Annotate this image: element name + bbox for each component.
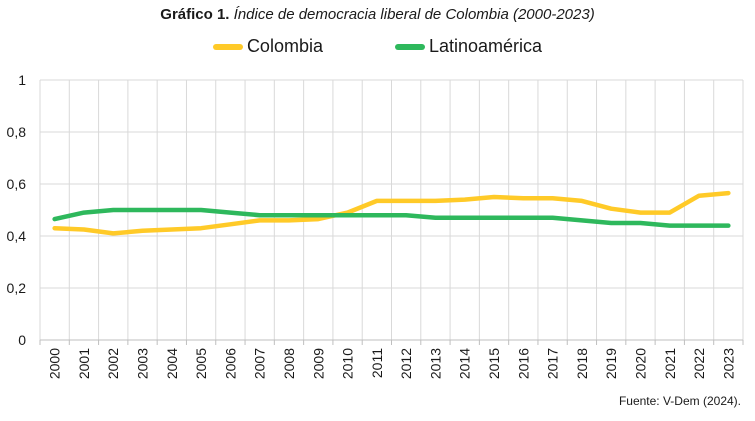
series-line-latinoamerica (52, 207, 731, 228)
x-tick-label: 2008 (281, 348, 297, 379)
x-tick-label: 2004 (164, 348, 180, 379)
series-line-colombia (52, 190, 731, 236)
legend-label-colombia: Colombia (246, 36, 323, 56)
legend-swatch-colombia (212, 43, 243, 50)
x-tick-label: 2000 (47, 348, 63, 379)
x-tick-label: 2023 (720, 348, 736, 379)
chart-title: Gráfico 1. Índice de democracia liberal … (0, 6, 755, 23)
legend-label-latinoamerica: Latinoamérica (428, 36, 543, 56)
x-tick-label: 2011 (369, 348, 385, 378)
legend-swatch-latinoamerica (394, 43, 425, 50)
chart-legend: Colombia Latinoamérica (0, 36, 755, 57)
y-tick-label: 0,2 (7, 280, 27, 296)
chart-title-number: Gráfico 1. (160, 6, 230, 23)
x-tick-label: 2022 (691, 348, 707, 379)
x-tick-label: 2012 (398, 348, 414, 379)
x-tick-label: 2006 (222, 348, 238, 379)
source-note: Fuente: V-Dem (2024). (618, 394, 741, 408)
x-tick-label: 2009 (310, 348, 326, 379)
y-tick-label: 0 (18, 332, 26, 348)
x-tick-label: 2002 (105, 348, 121, 379)
x-tick-label: 2019 (603, 348, 619, 379)
x-tick-label: 2016 (515, 348, 531, 379)
chart-title-text: Índice de democracia liberal de Colombia… (233, 6, 595, 23)
legend-item-colombia: Colombia (212, 36, 323, 57)
x-tick-label: 2007 (252, 348, 268, 379)
x-tick-label: 2001 (76, 348, 92, 379)
y-tick-label: 0,4 (7, 228, 27, 244)
y-tick-label: 1 (18, 72, 26, 88)
x-tick-label: 2020 (632, 348, 648, 379)
x-tick-label: 2015 (486, 348, 502, 379)
x-tick-label: 2017 (545, 348, 561, 379)
x-tick-label: 2014 (457, 348, 473, 379)
x-tick-label: 2013 (427, 348, 443, 379)
x-tick-label: 2003 (135, 348, 151, 379)
y-tick-label: 0,8 (7, 124, 27, 140)
x-tick-label: 2010 (340, 348, 356, 379)
y-tick-label: 0,6 (7, 176, 27, 192)
x-tick-label: 2005 (193, 348, 209, 379)
x-tick-label: 2021 (662, 348, 678, 379)
x-tick-label: 2018 (574, 348, 590, 379)
legend-item-latinoamerica: Latinoamérica (394, 36, 543, 57)
